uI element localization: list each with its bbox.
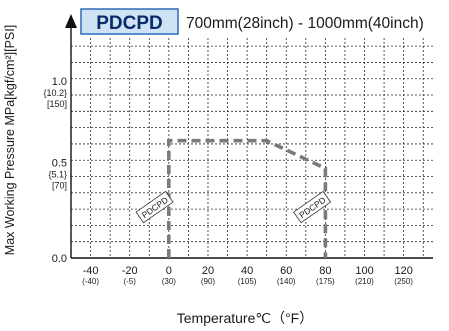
y-axis-title: Max Working Pressure MPa[kgf/cm²][PSI] <box>3 25 17 255</box>
y-axis-arrow <box>65 14 77 28</box>
x-tick-label: 0 <box>166 265 172 277</box>
x-tick-label-fahrenheit: (90) <box>201 277 216 286</box>
tick-labels: -40(-40) -20(-5) 0(30) 20(90) 40(105) 60(140)… <box>43 76 413 286</box>
x-tick-label: 120 <box>394 265 412 277</box>
title-badge-box <box>80 8 179 35</box>
x-tick-label: 80 <box>319 265 331 277</box>
x-tick-label: 60 <box>280 265 292 277</box>
series-label-box <box>293 190 332 224</box>
y-tick-label-psi: [70] <box>52 181 67 191</box>
x-tick-label: 20 <box>202 265 214 277</box>
x-tick-label: -40 <box>83 265 99 277</box>
y-tick-label-kgf: {5.1} <box>48 170 67 180</box>
x-tick-label: 40 <box>241 265 253 277</box>
y-tick-label-mpa: 1.0 <box>52 76 67 88</box>
y-tick-label-mpa: 0.0 <box>52 253 67 265</box>
axes <box>65 14 433 259</box>
x-tick-label-fahrenheit: (140) <box>277 277 296 286</box>
grid <box>71 38 433 258</box>
x-axis-title: Temperature℃（°F） <box>177 310 313 326</box>
y-tick-label-mpa: 0.5 <box>52 158 67 170</box>
y-tick-label-kgf: {10.2} <box>43 88 67 98</box>
x-tick-label-fahrenheit: (105) <box>238 277 257 286</box>
series-label-box <box>135 190 174 224</box>
x-tick-label-fahrenheit: (-40) <box>82 277 99 286</box>
x-tick-label-fahrenheit: (250) <box>394 277 413 286</box>
x-tick-label: -20 <box>122 265 138 277</box>
x-tick-label: 100 <box>355 265 373 277</box>
title-badge: PDCPD <box>96 13 163 34</box>
x-tick-label-fahrenheit: (210) <box>355 277 374 286</box>
chart-subtitle: 700mm(28inch) - 1000mm(40inch) <box>186 15 424 32</box>
x-tick-label-fahrenheit: (175) <box>316 277 335 286</box>
x-tick-label-fahrenheit: (30) <box>162 277 177 286</box>
x-tick-label-fahrenheit: (-5) <box>123 277 136 286</box>
y-tick-label-psi: [150] <box>47 99 67 109</box>
series-labels: PDCPD PDCPD <box>135 190 332 224</box>
